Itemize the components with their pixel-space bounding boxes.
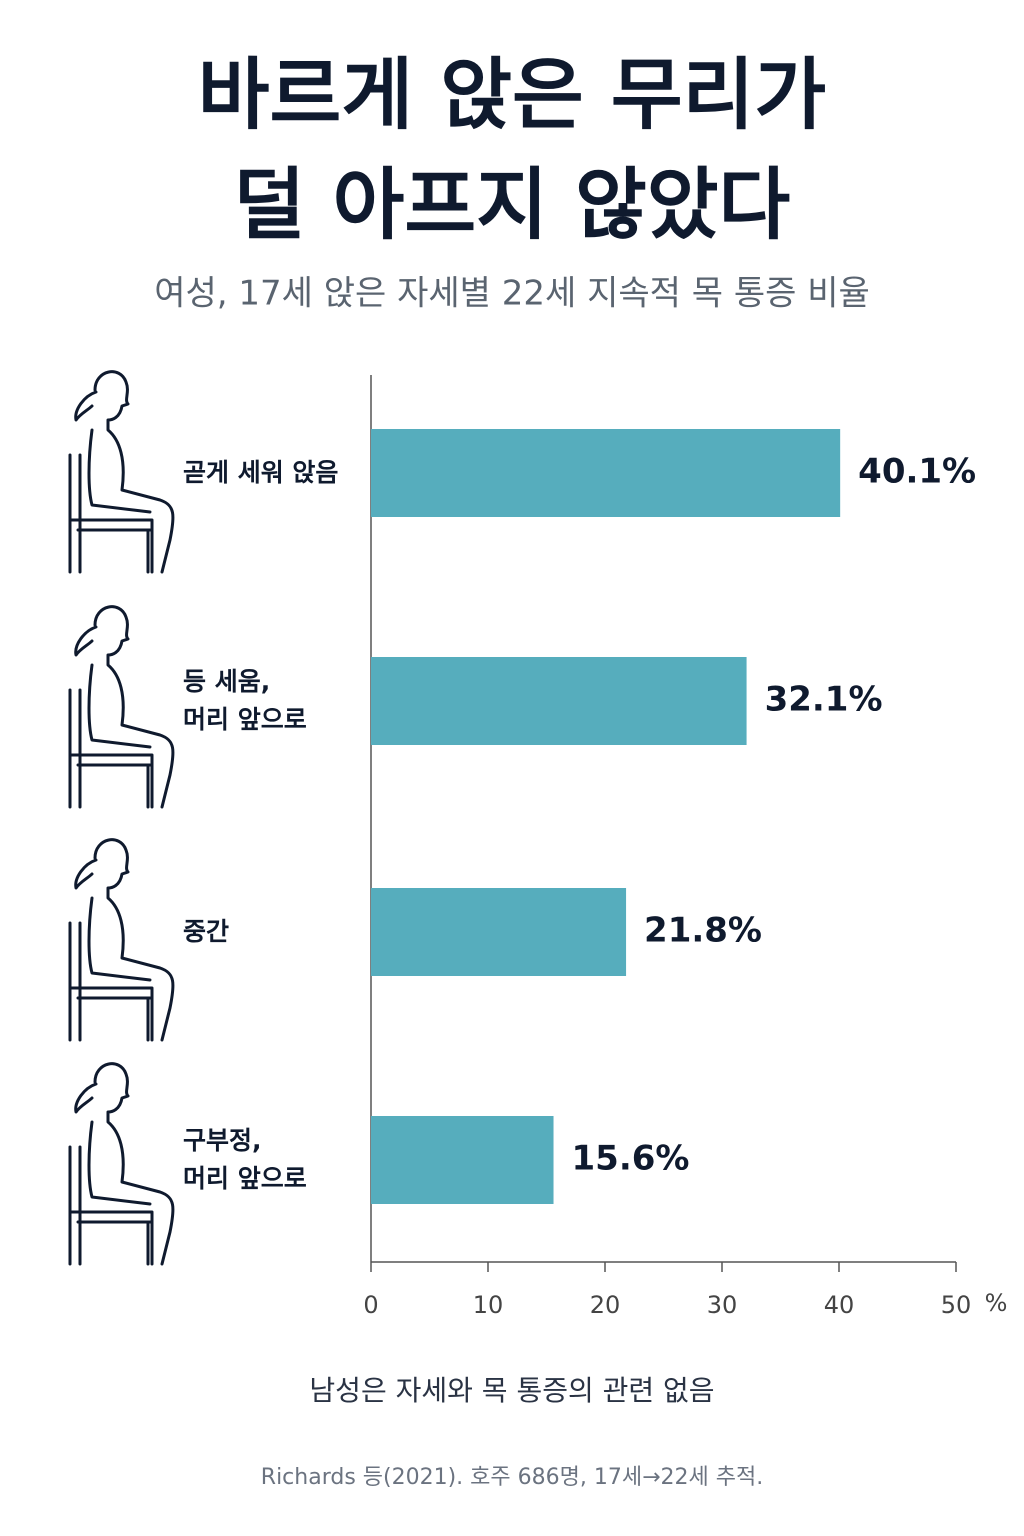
value-label: 40.1% [858,452,976,492]
x-tick-label: 10 [473,1291,504,1319]
bar [371,1116,554,1204]
value-label: 21.8% [644,911,762,951]
posture-icon [68,605,175,809]
bar [371,429,841,517]
x-tick-label: 50 [941,1291,972,1319]
x-tick-label: 30 [707,1291,738,1319]
value-label: 32.1% [765,680,883,720]
category-label: 중간 [183,917,230,946]
category-label: 곧게 세워 앉음 [183,458,339,487]
bar [371,888,627,976]
title-line: 덜 아프지 않았다 [234,160,791,250]
x-tick-label: 20 [590,1291,621,1319]
x-axis-label: % [985,1289,1008,1317]
x-tick-label: 0 [363,1291,378,1319]
posture-icon [68,1062,175,1266]
category-label: 등 세움, 머리 앞으로 [183,667,307,734]
note: 남성은 자세와 목 통증의 관련 없음 [309,1374,714,1407]
x-tick-label: 40 [824,1291,855,1319]
posture-icon [68,838,175,1042]
value-label: 15.6% [572,1139,690,1179]
category-label: 구부정, 머리 앞으로 [183,1126,307,1193]
bar [371,657,747,745]
title-line: 바르게 앉은 무리가 [198,50,826,140]
subtitle: 여성, 17세 앉은 자세별 22세 지속적 목 통증 비율 [154,274,870,314]
source: Richards 등(2021). 호주 686명, 17세→22세 추적. [261,1465,763,1490]
posture-icon [68,370,175,574]
